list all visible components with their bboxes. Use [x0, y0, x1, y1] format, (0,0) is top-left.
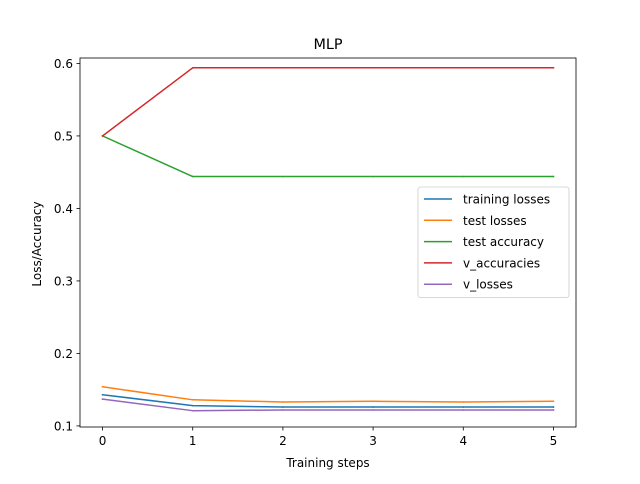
data-point-4-4 — [462, 409, 465, 411]
y-axis-label: Loss/Accuracy — [30, 201, 44, 286]
data-point-1-5 — [552, 400, 555, 403]
x-tick-label: 2 — [279, 434, 287, 448]
series-line-4 — [101, 398, 555, 412]
x-tick-label: 0 — [99, 434, 107, 448]
data-point-0-0 — [101, 393, 104, 396]
series-line-2 — [101, 134, 555, 178]
data-point-4-3 — [372, 409, 374, 411]
data-point-4-5 — [552, 409, 555, 411]
data-point-3-3 — [372, 66, 374, 69]
data-point-1-2 — [282, 401, 284, 403]
series-line-1 — [101, 385, 555, 403]
legend-box — [417, 186, 570, 298]
data-point-4-0 — [101, 398, 104, 400]
y-tick-label: 0.5 — [54, 129, 73, 143]
data-point-2-4 — [462, 175, 465, 178]
y-tick-label: 0.2 — [54, 347, 73, 361]
data-point-3-5 — [552, 66, 555, 69]
data-point-0-2 — [282, 406, 284, 408]
y-tick-label: 0.1 — [54, 419, 73, 433]
data-point-4-2 — [282, 409, 284, 411]
x-tick-label: 5 — [550, 434, 558, 448]
y-tick-label: 0.6 — [54, 57, 73, 71]
x-tick-label: 3 — [369, 434, 377, 448]
data-point-4-1 — [191, 409, 194, 412]
data-point-0-1 — [191, 404, 194, 407]
data-point-3-4 — [462, 66, 465, 69]
data-point-0-5 — [552, 406, 555, 408]
data-point-1-4 — [462, 401, 465, 403]
x-tick-label: 1 — [189, 434, 197, 448]
data-point-2-2 — [282, 175, 284, 178]
data-point-3-2 — [282, 66, 284, 69]
data-point-2-3 — [372, 175, 374, 178]
data-point-0-4 — [462, 406, 465, 408]
data-point-2-5 — [552, 175, 555, 178]
data-point-3-0 — [101, 135, 104, 137]
series-line-0 — [101, 393, 555, 408]
series-line-3 — [101, 67, 555, 137]
data-point-3-1 — [191, 66, 194, 69]
y-tick-label: 0.4 — [54, 202, 73, 216]
x-tick-label: 4 — [459, 434, 467, 448]
x-axis-label: Training steps — [285, 456, 369, 470]
legend-label-0: training losses — [463, 193, 550, 207]
plot-frame — [79, 57, 577, 428]
data-point-1-0 — [101, 385, 104, 388]
legend-label-2: test accuracy — [463, 235, 544, 249]
y-tick-label: 0.3 — [54, 274, 73, 288]
data-point-1-1 — [191, 399, 194, 401]
legend-label-3: v_accuracies — [463, 256, 540, 270]
chart-title: MLP — [313, 37, 342, 53]
legend-label-1: test losses — [463, 214, 527, 228]
legend-label-4: v_losses — [463, 278, 513, 292]
data-point-1-3 — [372, 400, 374, 403]
data-point-0-3 — [372, 406, 374, 408]
data-point-2-1 — [191, 175, 194, 178]
